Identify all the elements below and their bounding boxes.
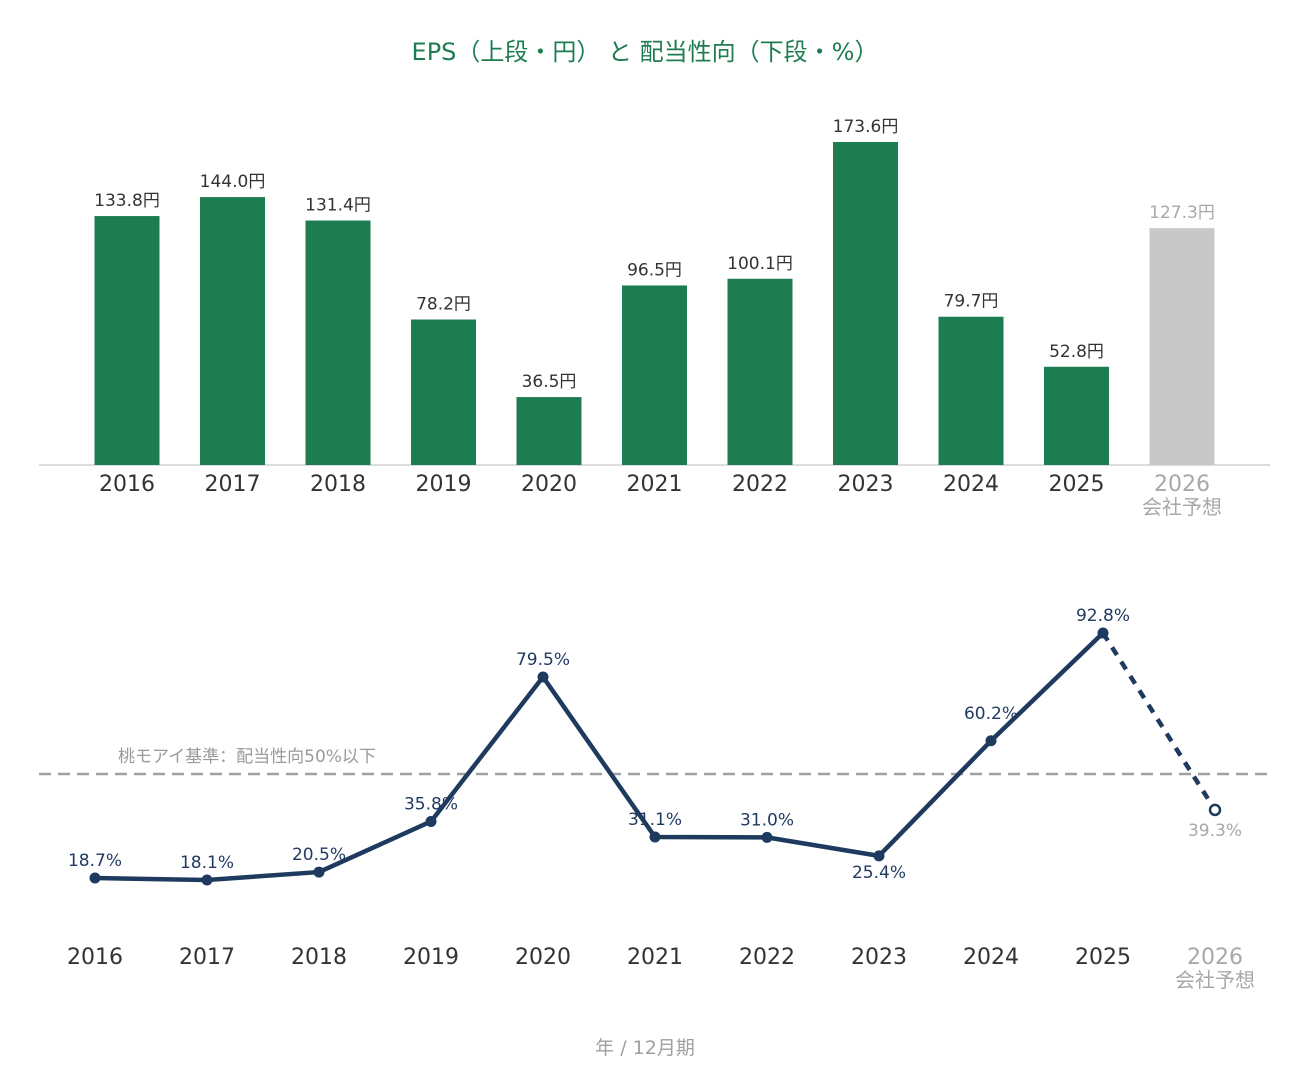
payout-value-label-2018: 20.5%: [292, 845, 346, 865]
payout-x-tick-2021: 2021: [627, 945, 683, 970]
payout-point-2021: [649, 831, 661, 843]
payout-value-label-2023: 25.4%: [852, 863, 906, 883]
payout-point-2023: [873, 850, 885, 862]
payout-series-line: [92, 630, 1106, 883]
payout-point-2018: [313, 866, 325, 878]
payout-x-sublabel-2026: 会社予想: [1175, 968, 1255, 992]
eps-x-tick-2016: 2016: [99, 472, 155, 497]
eps-value-label-2020: 36.5円: [522, 372, 577, 392]
eps-bar-2020: [516, 397, 582, 465]
eps-x-tick-2023: 2023: [838, 472, 894, 497]
payout-x-tick-2026: 2026: [1187, 945, 1243, 970]
eps-value-label-2018: 131.4円: [305, 196, 371, 216]
eps-value-label-2023: 173.6円: [833, 117, 899, 137]
eps-bar-2023: [833, 142, 898, 465]
payout-forecast-line: [1101, 631, 1217, 812]
eps-x-tick-2022: 2022: [732, 472, 788, 497]
payout-value-label-2021: 31.1%: [628, 810, 682, 830]
eps-bar-2026: [1149, 228, 1215, 465]
payout-x-tick-2020: 2020: [515, 945, 571, 970]
eps-value-label-2021: 96.5円: [627, 260, 682, 280]
payout-line-panel: 桃モアイ基準：配当性向50%以下 18.7% 2016 18.1% 2017 20.5% 2…: [39, 606, 1270, 992]
payout-value-label-2024: 60.2%: [964, 704, 1018, 724]
payout-x-tick-2025: 2025: [1075, 945, 1131, 970]
eps-bar-2024: [938, 316, 1004, 465]
eps-bar-2018: [305, 220, 371, 465]
eps-x-tick-2024: 2024: [943, 472, 999, 497]
period-footer: 年 / 12月期: [595, 1037, 695, 1059]
payout-value-label-2020: 79.5%: [516, 650, 570, 670]
eps-x-tick-2025: 2025: [1049, 472, 1105, 497]
eps-bar-2025: [1044, 366, 1109, 465]
payout-x-tick-2019: 2019: [403, 945, 459, 970]
payout-value-label-2019: 35.8%: [404, 794, 458, 814]
payout-x-tick-2017: 2017: [179, 945, 235, 970]
eps-x-tick-2026: 2026: [1154, 472, 1210, 497]
eps-bar-2021: [622, 285, 687, 465]
payout-point-2019: [425, 815, 437, 827]
payout-value-label-2017: 18.1%: [180, 853, 234, 873]
eps-x-tick-2018: 2018: [310, 472, 366, 497]
payout-value-label-2026: 39.3%: [1188, 821, 1242, 841]
eps-value-label-2026: 127.3円: [1149, 203, 1215, 223]
payout-point-2017: [201, 874, 213, 886]
eps-value-label-2016: 133.8円: [94, 191, 160, 211]
eps-bar-2022: [727, 278, 793, 465]
payout-x-tick-2018: 2018: [291, 945, 347, 970]
payout-value-label-2022: 31.0%: [740, 810, 794, 830]
eps-x-tick-2017: 2017: [205, 472, 261, 497]
chart-title: EPS（上段・円） と 配当性向（下段・%）: [412, 38, 879, 66]
eps-bar-2016: [94, 216, 160, 465]
payout-point-2024: [985, 735, 997, 747]
eps-bar-2017: [200, 197, 265, 465]
eps-bar-panel: 133.8円 2016 144.0円 2017 131.4円 2018 78.2円 2019 3…: [39, 117, 1270, 519]
payout-value-label-2025: 92.8%: [1076, 606, 1130, 626]
payout-x-tick-2023: 2023: [851, 945, 907, 970]
payout-x-tick-2022: 2022: [739, 945, 795, 970]
reference-line-label: 桃モアイ基準：配当性向50%以下: [118, 747, 376, 767]
payout-point-2022: [761, 831, 773, 843]
eps-value-label-2024: 79.7円: [944, 292, 999, 312]
eps-value-label-2025: 52.8円: [1049, 342, 1104, 362]
payout-x-tick-2016: 2016: [67, 945, 123, 970]
eps-value-label-2017: 144.0円: [200, 172, 266, 192]
payout-point-2025: [1097, 627, 1109, 639]
payout-point-2020: [537, 671, 549, 683]
eps-x-sublabel-2026: 会社予想: [1142, 495, 1222, 519]
eps-x-tick-2019: 2019: [416, 472, 472, 497]
eps-x-tick-2021: 2021: [627, 472, 683, 497]
payout-value-label-2016: 18.7%: [68, 851, 122, 871]
payout-point-2016: [89, 872, 101, 884]
eps-bar-2019: [411, 319, 476, 465]
payout-x-tick-2024: 2024: [963, 945, 1019, 970]
eps-value-label-2019: 78.2円: [416, 295, 471, 315]
eps-x-tick-2020: 2020: [521, 472, 577, 497]
payout-point-2026: [1208, 803, 1222, 817]
eps-value-label-2022: 100.1円: [727, 254, 793, 274]
